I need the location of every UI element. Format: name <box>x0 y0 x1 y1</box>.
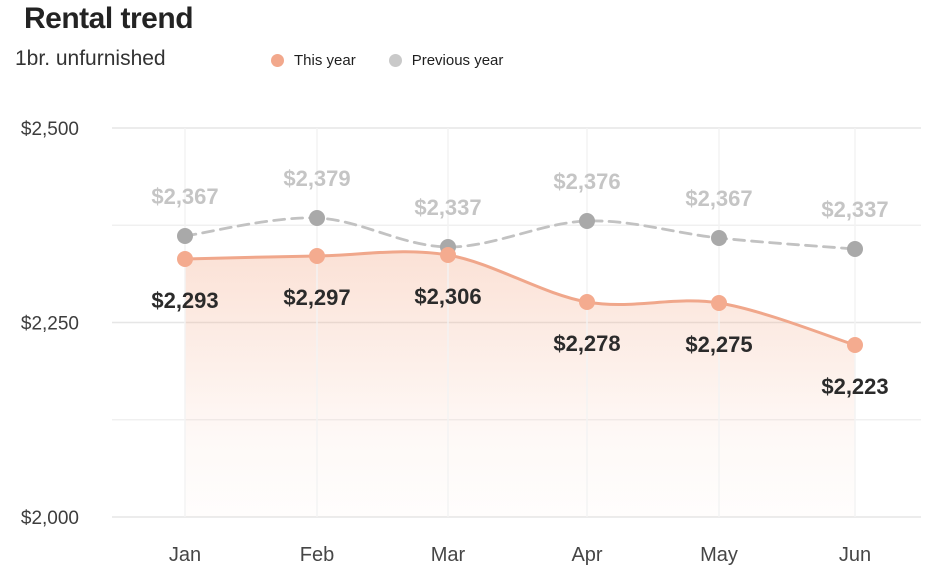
data-label-previous-year-mar: $2,337 <box>414 195 481 220</box>
point-this-year-may <box>711 295 727 311</box>
point-this-year-apr <box>579 294 595 310</box>
this-year-line <box>183 250 857 347</box>
data-label-previous-year-apr: $2,376 <box>553 169 620 194</box>
y-axis-label: $2,500 <box>21 119 79 140</box>
page-title: Rental trend <box>24 2 194 35</box>
data-label-this-year-apr: $2,278 <box>553 331 620 356</box>
this-year-dot-icon <box>271 54 284 67</box>
point-previous-year-jun <box>847 241 863 257</box>
previous-year-dot-icon <box>388 54 402 67</box>
x-axis-label-may: May <box>700 544 738 566</box>
point-this-year-jan <box>177 251 193 267</box>
point-previous-year-feb <box>309 210 325 226</box>
vertical-gridlines <box>184 128 856 517</box>
point-previous-year-jan <box>177 228 193 244</box>
data-label-previous-year-feb: $2,379 <box>283 166 350 191</box>
data-label-this-year-feb: $2,297 <box>283 285 350 310</box>
this-year-area-fill <box>185 251 855 517</box>
x-axis-label-feb: Feb <box>300 544 334 566</box>
legend-label-this-year: This year <box>294 52 356 69</box>
y-axis-label: $2,250 <box>21 314 79 335</box>
point-this-year-jun <box>847 337 863 353</box>
x-axis-label-mar: Mar <box>431 544 466 566</box>
x-axis-label-apr: Apr <box>571 544 602 566</box>
y-axis-label: $2,000 <box>21 508 79 529</box>
legend-item-previous-year[interactable]: Previous year <box>388 52 504 69</box>
point-this-year-feb <box>309 248 325 264</box>
legend-label-previous-year: Previous year <box>411 52 504 69</box>
data-label-this-year-jun: $2,223 <box>821 374 888 399</box>
point-this-year-mar <box>440 247 456 263</box>
x-axis-label-jan: Jan <box>169 544 201 566</box>
chart-legend: This year Previous year <box>271 52 503 69</box>
previous-year-line <box>183 216 857 251</box>
data-label-previous-year-may: $2,367 <box>685 186 752 211</box>
data-label-this-year-mar: $2,306 <box>414 284 481 309</box>
data-label-this-year-may: $2,275 <box>685 332 752 357</box>
point-previous-year-apr <box>579 213 595 229</box>
data-label-previous-year-jan: $2,367 <box>151 184 218 209</box>
x-axis-label-jun: Jun <box>839 544 871 566</box>
point-previous-year-may <box>711 230 727 246</box>
data-label-this-year-jan: $2,293 <box>151 288 218 313</box>
legend-item-this-year[interactable]: This year <box>271 52 356 69</box>
chart-subtitle: 1br. unfurnished <box>15 47 166 70</box>
data-label-previous-year-jun: $2,337 <box>821 197 888 222</box>
